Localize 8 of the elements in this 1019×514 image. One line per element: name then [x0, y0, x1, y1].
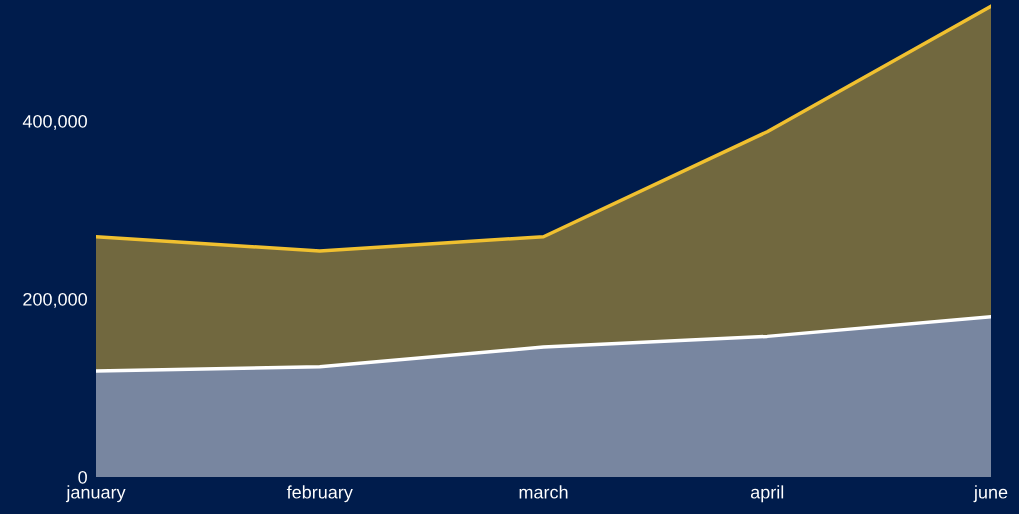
x-tick-label: june [973, 485, 1008, 503]
x-tick-label: march [519, 485, 568, 499]
x-tick-label: february [286, 485, 353, 503]
y-tick-label: 0 [78, 470, 87, 484]
y-tick-label: 400,000 [22, 114, 87, 130]
y-tick-label: 200,000 [23, 292, 87, 308]
x-tick-label: january [65, 485, 126, 503]
x-tick-label: april [750, 485, 784, 503]
